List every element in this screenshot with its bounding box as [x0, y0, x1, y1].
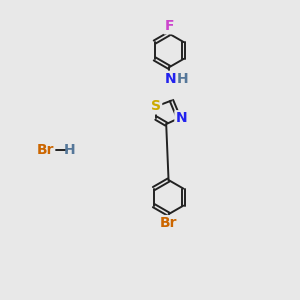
Text: H: H — [64, 143, 76, 157]
Text: N: N — [165, 72, 176, 86]
Text: H: H — [177, 72, 188, 86]
Text: Br: Br — [37, 143, 54, 157]
Text: S: S — [151, 99, 161, 113]
Text: N: N — [176, 111, 187, 125]
Text: F: F — [164, 19, 174, 33]
Text: Br: Br — [160, 216, 177, 230]
